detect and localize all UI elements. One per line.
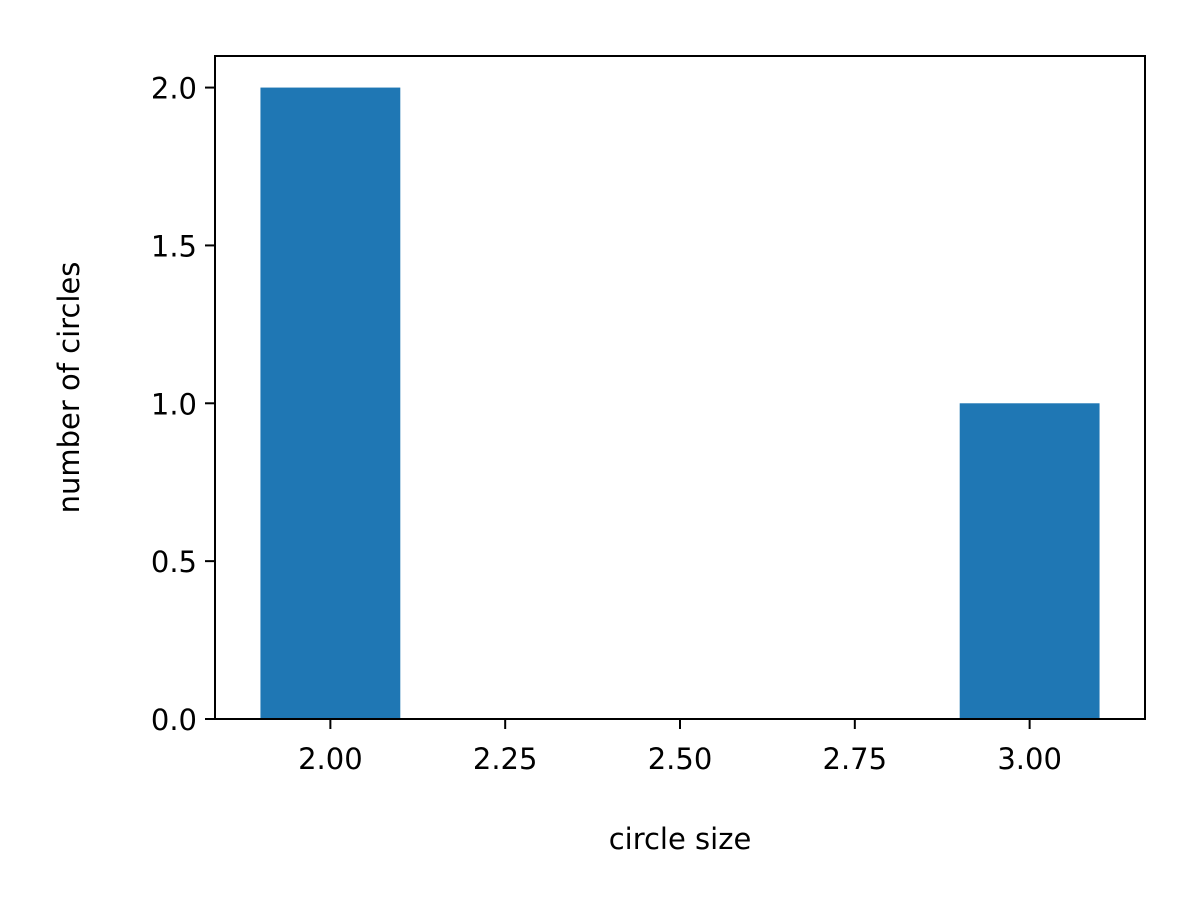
y-tick-label: 1.0: [151, 387, 197, 421]
y-axis-ticks: 0.0 0.5 1.0 1.5 2.0: [151, 72, 215, 737]
y-tick-label: 0.5: [151, 545, 197, 579]
y-axis-label: number of circles: [52, 262, 86, 514]
bar-1: [959, 403, 1100, 719]
x-tick-label: 2.25: [473, 742, 538, 776]
x-tick-label: 3.00: [997, 742, 1062, 776]
y-tick-label: 1.5: [151, 229, 197, 263]
x-tick-label: 2.50: [648, 742, 713, 776]
x-tick-label: 2.75: [823, 742, 888, 776]
y-tick-label: 0.0: [151, 703, 197, 737]
x-tick-label: 2.00: [298, 742, 363, 776]
x-axis-label: circle size: [609, 822, 752, 856]
bars-group: [260, 87, 1100, 720]
x-axis-ticks: 2.00 2.25 2.50 2.75 3.00: [298, 719, 1062, 776]
bar-0: [260, 87, 401, 720]
y-tick-label: 2.0: [151, 72, 197, 106]
